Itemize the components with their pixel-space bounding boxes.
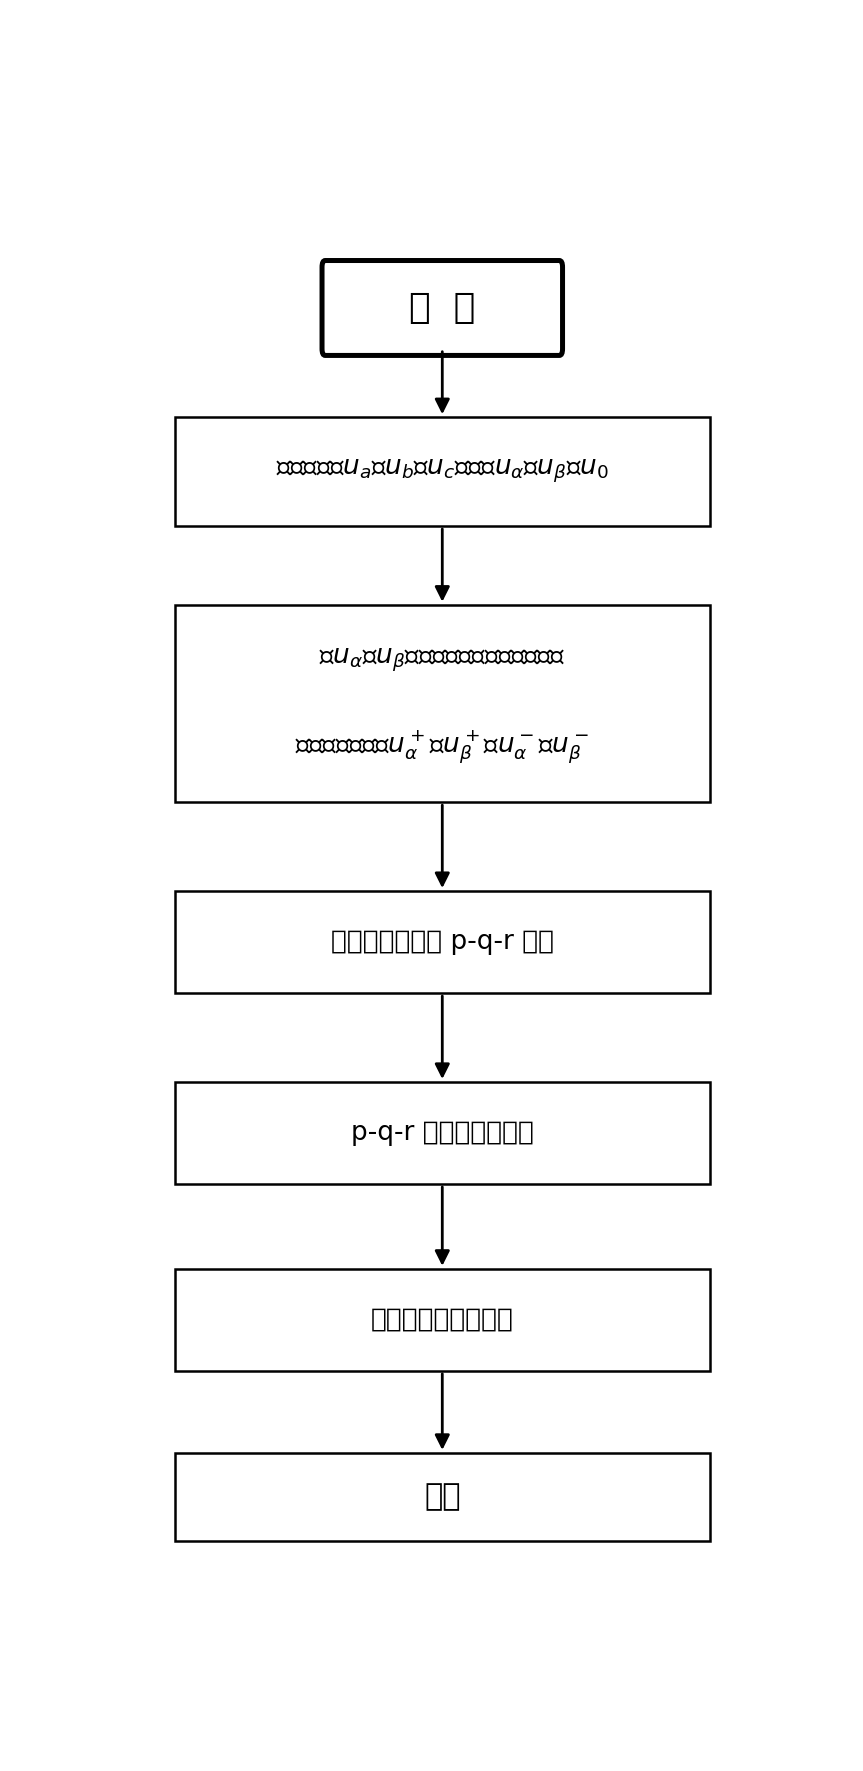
- Bar: [174, 1268, 710, 1371]
- Text: 程和低通滤波得$u_\alpha^+$、$u_\beta^+$和$u_\alpha^-$、$u_\beta^-$: 程和低通滤波得$u_\alpha^+$、$u_\beta^+$和$u_\alph…: [295, 728, 589, 765]
- Bar: [174, 1452, 710, 1541]
- Text: 计算正负序电压幅值: 计算正负序电压幅值: [371, 1307, 513, 1334]
- Bar: [174, 604, 710, 802]
- Text: 开  始: 开 始: [409, 290, 476, 324]
- Text: 参考电压产生及 p-q-r 变换: 参考电压产生及 p-q-r 变换: [331, 930, 554, 955]
- Bar: [174, 891, 710, 994]
- Text: 由采样得到$u_a$、$u_b$、$u_c$变换成$u_\alpha$、$u_\beta$、$u_0$: 由采样得到$u_a$、$u_b$、$u_c$变换成$u_\alpha$、$u_\…: [276, 459, 608, 485]
- Text: 返回: 返回: [424, 1482, 461, 1512]
- Text: 对$u_\alpha$、$u_\beta$进行恒等变换、求导、解方: 对$u_\alpha$、$u_\beta$进行恒等变换、求导、解方: [319, 646, 565, 673]
- FancyBboxPatch shape: [322, 260, 563, 356]
- Bar: [174, 418, 710, 526]
- Text: p-q-r 正负序解耦算法: p-q-r 正负序解耦算法: [351, 1119, 533, 1146]
- Bar: [174, 1082, 710, 1185]
